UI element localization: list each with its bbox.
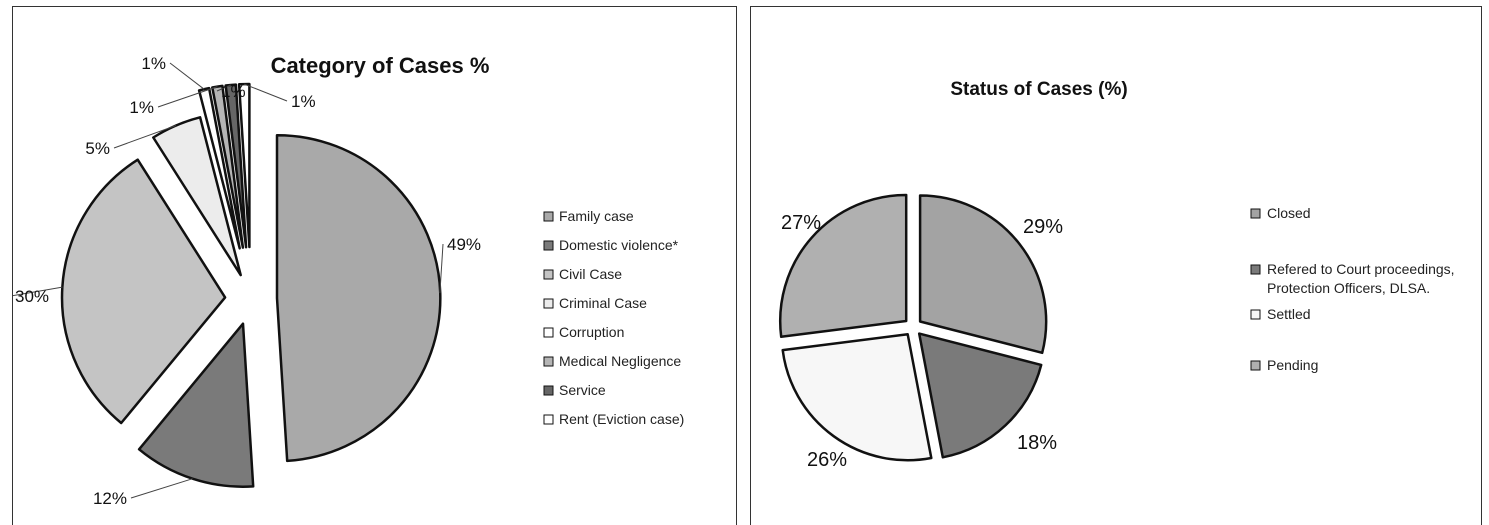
status-of-cases-panel: Status of Cases (%) 29% 18% 26% 27% Closed R… [750,6,1482,525]
pie-slice-refered-to-court-proceedings-protection-officers-dlsa [917,332,1043,459]
category-of-cases-chart: Category of Cases % 49%12%30%5%1%1%1%1% … [13,53,684,508]
pie-slice-settled [781,333,933,462]
legend-item-pending: Pending [1267,357,1318,373]
data-label: 1% [291,92,316,111]
legend-swatch [543,240,554,251]
legend-swatch [543,356,554,367]
data-label: 27% [781,212,821,234]
legend-swatch [543,327,554,338]
legend-item-family-case: Family case [559,208,634,224]
data-label: 5% [85,139,110,158]
leader-line [113,125,177,149]
leader-line [244,83,288,102]
legend-swatch [543,211,554,222]
legend-item-rent-eviction-case: Rent (Eviction case) [559,411,684,427]
legend-item-civil-case: Civil Case [559,266,622,282]
pie-slice-service [224,83,248,249]
category-of-cases-panel: Category of Cases % 49% 12% 30% 5% 1% 1% 1% 1% … [12,6,737,525]
legend-item-criminal-case: Criminal Case [559,295,647,311]
data-label: 1% [141,54,166,73]
chart-title: Category of Cases % [271,53,490,78]
data-label: 49% [447,235,481,254]
legend-item-refered-to-court-proceedings-protection-officers-dlsa: Refered to Court proceedings, Protection … [1267,261,1455,296]
data-label: 12% [93,489,127,508]
legend-swatch [543,414,554,425]
data-label: 1% [221,82,246,101]
leader-line [216,84,231,92]
legend-swatch [543,385,554,396]
pie-slice-family-case [275,133,442,463]
data-label: 18% [1017,432,1057,454]
leader-line [130,478,193,499]
legend-swatch [543,269,554,280]
legend-swatch [1250,264,1261,275]
legend-item-corruption: Corruption [559,324,624,340]
data-label: 30% [15,287,49,306]
pie-slice-civil-case [60,158,227,425]
data-label: 1% [129,98,154,117]
pie-slice-closed [918,194,1048,355]
leader-line [157,86,218,108]
legend-item-closed: Closed [1267,205,1311,221]
pie-slice-pending [778,193,908,339]
leader-line [13,286,63,297]
status-of-cases-chart: Status of Cases (%) 29% 18% 26% 27% Closed R… [778,79,1455,471]
legend-swatch [543,298,554,309]
data-label: 29% [1023,216,1063,238]
legend-item-domestic-violence: Domestic violence* [559,237,679,253]
leader-line [439,243,444,294]
data-label: 26% [807,449,847,471]
chart-title: Status of Cases (%) [950,79,1127,100]
legend-swatch [1250,309,1261,320]
leader-line [169,62,205,90]
legend-item-service: Service [559,382,606,398]
legend-swatch [1250,360,1261,371]
legend-swatch [1250,208,1261,219]
pie-slice-domestic-violence [137,322,255,488]
legend-item-medical-negligence: Medical Negligence [559,353,681,369]
legend-item-settled: Settled [1267,306,1311,322]
